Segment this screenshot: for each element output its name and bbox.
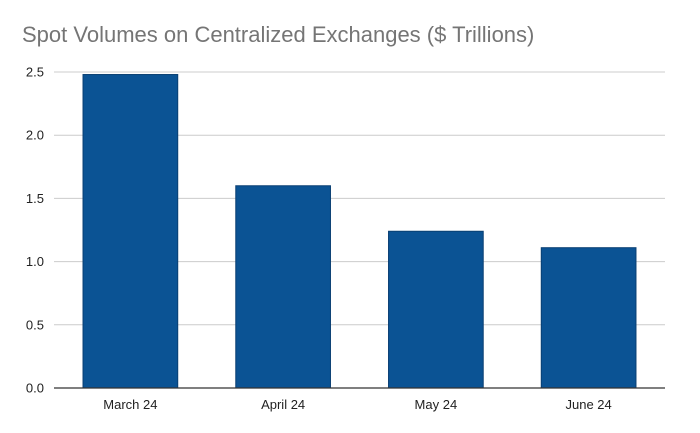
y-tick-label: 2.5: [26, 65, 44, 80]
x-tick-label: March 24: [103, 397, 157, 412]
bar: [235, 185, 331, 389]
y-tick-label: 2.0: [26, 128, 44, 143]
y-tick-label: 0.5: [26, 317, 44, 332]
y-tick-label: 1.5: [26, 191, 44, 206]
x-tick-label: May 24: [415, 397, 458, 412]
chart-title: Spot Volumes on Centralized Exchanges ($…: [22, 22, 535, 47]
bar: [388, 230, 484, 389]
x-tick-label: June 24: [565, 397, 611, 412]
x-tick-label: April 24: [261, 397, 305, 412]
y-tick-label: 1.0: [26, 254, 44, 269]
y-tick-label: 0.0: [26, 381, 44, 396]
bar: [82, 74, 179, 389]
bar: [540, 247, 637, 389]
